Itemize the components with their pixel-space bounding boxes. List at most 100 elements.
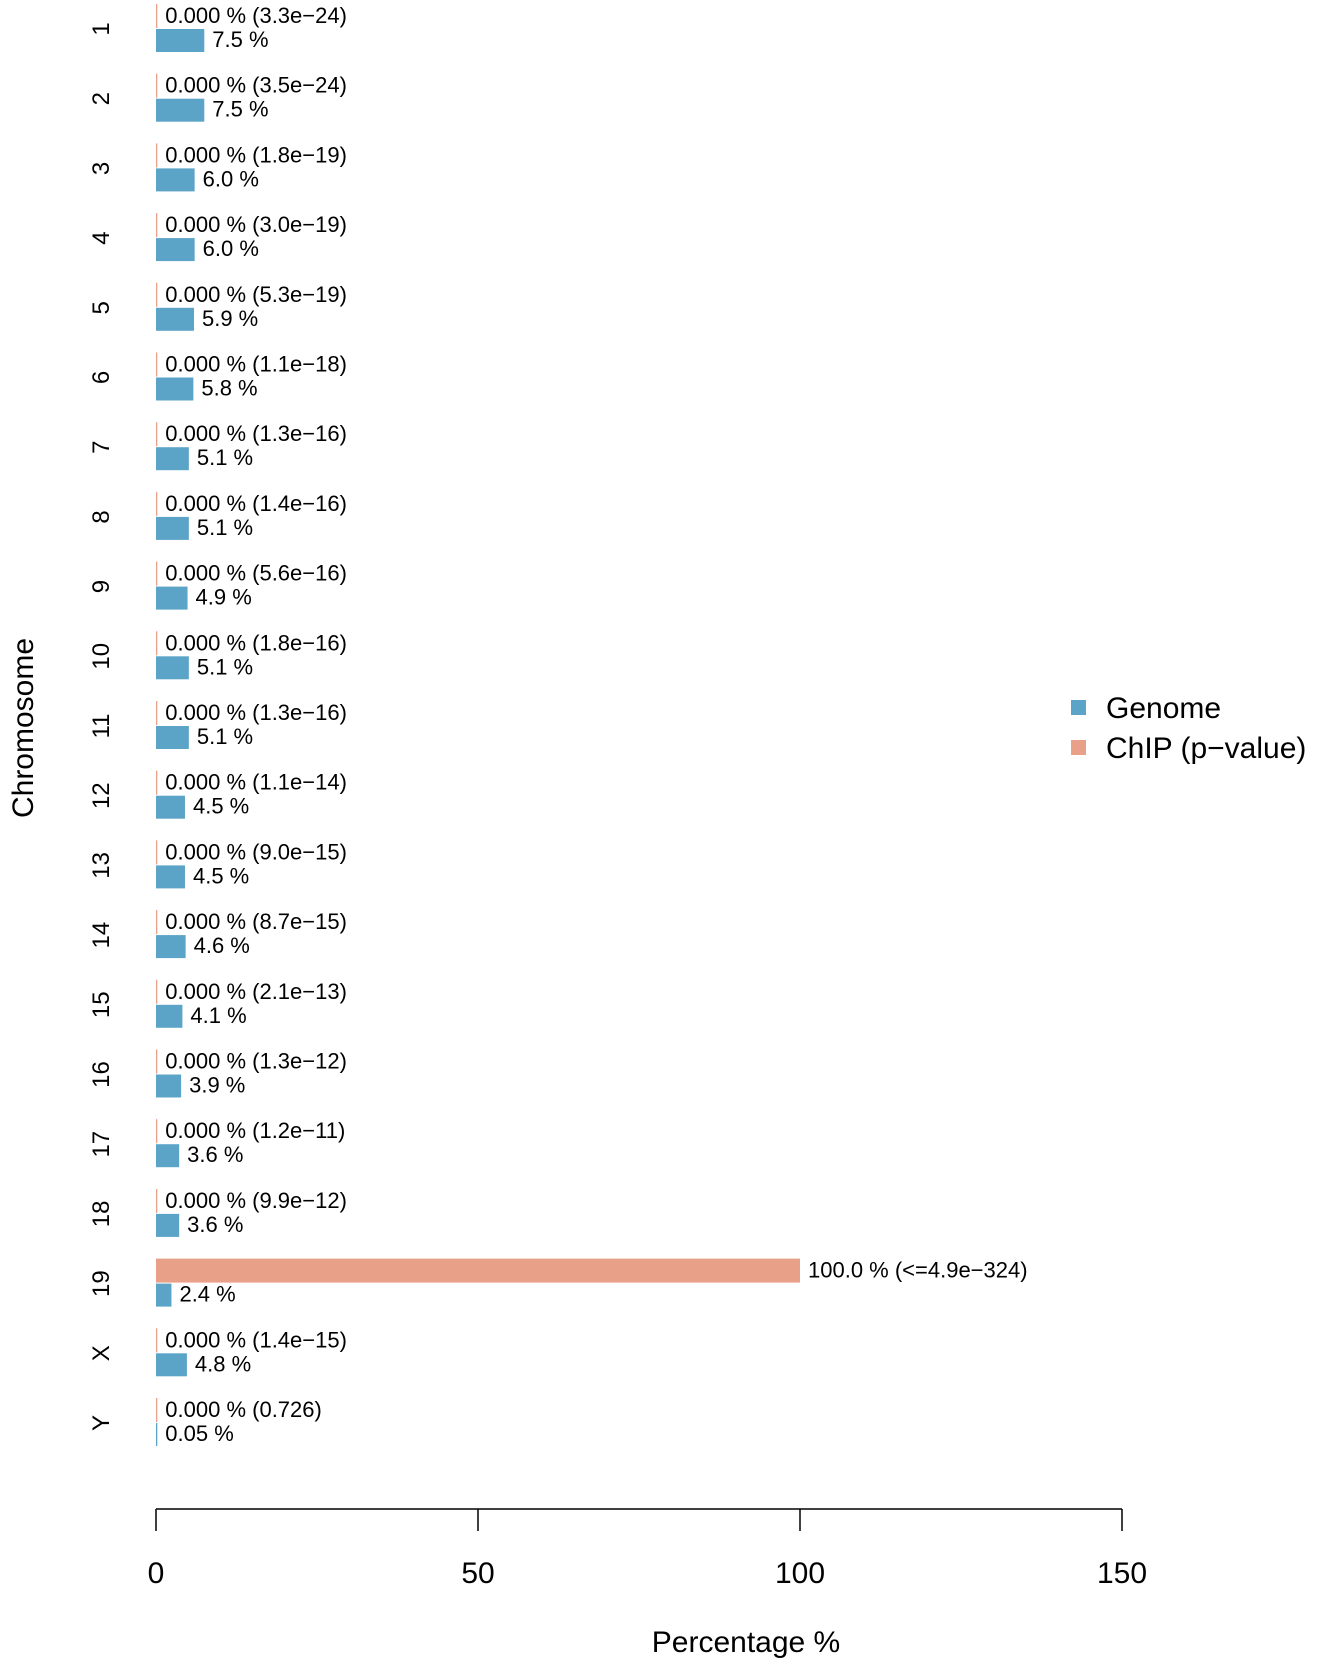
chip-value-label-y: 0.000 % (0.726) [165,1397,322,1422]
category-label-19: 19 [88,1270,115,1297]
chip-bar-14 [156,910,158,935]
legend-label-chip: ChIP (p−value) [1106,732,1306,765]
chip-bar-12 [156,770,158,795]
chip-bar-16 [156,1049,158,1074]
chip-value-label-13: 0.000 % (9.0e−15) [165,839,347,864]
genome-value-label-x: 4.8 % [195,1351,251,1376]
genome-bar-5 [156,307,194,331]
legend-swatch-chip [1071,740,1086,755]
genome-bar-17 [156,1144,180,1168]
genome-value-label-9: 4.9 % [196,585,252,610]
chip-bar-18 [156,1188,158,1213]
chip-value-label-17: 0.000 % (1.2e−11) [165,1118,345,1143]
chip-value-label-18: 0.000 % (9.9e−12) [165,1188,347,1213]
category-label-12: 12 [88,782,115,809]
x-axis-title: Percentage % [652,1626,840,1659]
genome-bar-1 [156,29,205,52]
chip-bar-1 [156,4,158,28]
category-label-3: 3 [88,162,115,175]
legend-swatch-genome [1071,700,1086,715]
genome-bar-12 [156,795,185,819]
chip-value-label-14: 0.000 % (8.7e−15) [165,909,347,934]
genome-value-label-19: 2.4 % [179,1282,235,1307]
chip-value-label-6: 0.000 % (1.1e−18) [165,352,347,377]
genome-bar-3 [156,168,195,192]
category-label-1: 1 [88,22,115,35]
chip-bar-9 [156,561,158,586]
y-axis-title: Chromosome [7,638,40,818]
chip-bar-6 [156,352,158,377]
category-label-y: Y [88,1415,115,1431]
category-label-9: 9 [88,580,115,593]
genome-value-label-16: 3.9 % [189,1073,245,1098]
category-label-4: 4 [88,231,115,244]
chip-value-label-16: 0.000 % (1.3e−12) [165,1049,347,1074]
chip-bar-x [156,1328,158,1353]
chip-bar-17 [156,1119,158,1144]
chip-bar-y [156,1398,158,1422]
genome-bar-10 [156,656,189,680]
chip-value-label-11: 0.000 % (1.3e−16) [165,700,347,725]
genome-value-label-8: 5.1 % [197,515,253,540]
genome-value-label-5: 5.9 % [202,306,258,331]
genome-value-label-14: 4.6 % [194,933,250,958]
genome-value-label-13: 4.5 % [193,863,249,888]
chip-value-label-8: 0.000 % (1.4e−16) [165,491,347,516]
x-axis: 0 50 100 150 [148,1508,1147,1590]
chip-value-label-9: 0.000 % (5.6e−16) [165,561,347,586]
genome-bar-14 [156,935,186,959]
chip-value-label-19: 100.0 % (<=4.9e−324) [808,1258,1028,1283]
chip-bar-3 [156,143,158,168]
x-tick-label-3: 150 [1097,1557,1147,1590]
chip-value-label-5: 0.000 % (5.3e−19) [165,282,347,307]
genome-value-label-11: 5.1 % [197,724,253,749]
genome-value-label-18: 3.6 % [187,1212,243,1237]
chip-value-label-3: 0.000 % (1.8e−19) [165,142,347,167]
genome-bar-18 [156,1213,180,1237]
chip-value-label-15: 0.000 % (2.1e−13) [165,979,347,1004]
category-label-10: 10 [88,643,115,670]
chip-bar-11 [156,701,158,725]
chip-value-label-2: 0.000 % (3.5e−24) [165,73,347,98]
genome-value-label-2: 7.5 % [212,97,268,122]
genome-value-label-4: 6.0 % [203,236,259,261]
genome-value-label-10: 5.1 % [197,654,253,679]
chip-bar-10 [156,631,158,656]
x-tick-label-1: 50 [461,1557,494,1590]
chip-bar-8 [156,491,158,516]
genome-value-label-15: 4.1 % [190,1003,246,1028]
chip-bar-5 [156,282,158,307]
chip-bar-19 [156,1258,800,1283]
chip-bar-15 [156,979,158,1004]
genome-bar-19 [156,1283,172,1307]
category-label-7: 7 [88,441,115,454]
chip-value-label-7: 0.000 % (1.3e−16) [165,421,347,446]
chip-bar-2 [156,73,158,98]
bars-layer: 0.000 % (3.3e−24)7.5 %0.000 % (3.5e−24)7… [156,3,1028,1446]
x-tick-label-0: 0 [148,1557,165,1590]
genome-value-label-3: 6.0 % [203,166,259,191]
legend-label-genome: Genome [1106,692,1221,725]
chip-bar-13 [156,840,158,865]
chip-value-label-1: 0.000 % (3.3e−24) [165,3,347,28]
category-label-2: 2 [88,92,115,105]
genome-bar-x [156,1353,187,1377]
genome-value-label-6: 5.8 % [201,376,257,401]
genome-bar-7 [156,447,189,471]
genome-bar-9 [156,586,188,610]
genome-bar-16 [156,1074,182,1098]
genome-bar-4 [156,238,195,262]
genome-bar-11 [156,726,189,749]
genome-bar-13 [156,865,185,889]
category-label-16: 16 [88,1061,115,1088]
genome-bar-8 [156,516,189,540]
genome-bar-15 [156,1004,183,1028]
x-tick-label-2: 100 [775,1557,825,1590]
category-label-11: 11 [88,714,115,739]
category-label-5: 5 [88,301,115,314]
genome-value-label-7: 5.1 % [197,445,253,470]
genome-bar-2 [156,98,205,122]
genome-value-label-y: 0.05 % [165,1421,234,1446]
